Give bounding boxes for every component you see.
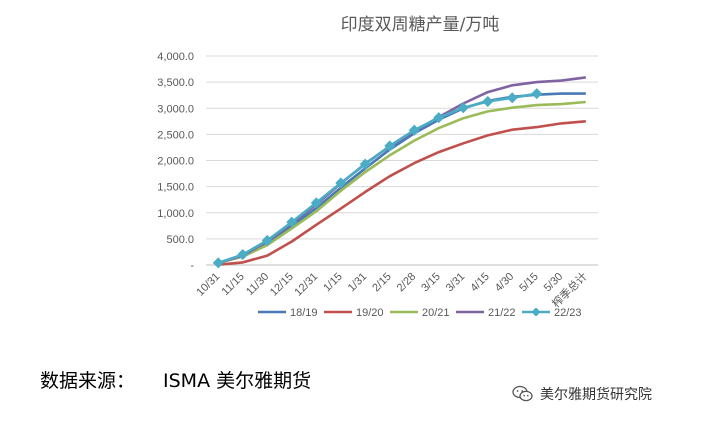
x-tick-label: 11/15 [219, 271, 246, 298]
data-point-22/23 [310, 197, 322, 209]
y-tick-label: 3,000.0 [157, 103, 194, 115]
data-source: 数据来源： ISMA 美尔雅期货 [40, 366, 311, 393]
data-point-22/23 [408, 124, 420, 136]
y-tick-label: 4,000.0 [157, 51, 194, 63]
legend-label: 22/23 [554, 307, 582, 319]
x-tick-label: 3/31 [444, 271, 468, 295]
legend-label: 21/22 [488, 307, 516, 319]
source-value: ISMA 美尔雅期货 [163, 370, 312, 392]
x-tick-label: 1/15 [321, 271, 345, 295]
x-tick-label: 2/15 [370, 271, 394, 295]
wechat-icon [512, 385, 533, 402]
data-point-22/23 [482, 95, 494, 107]
chart-title: 印度双周糖产量/万吨 [341, 15, 500, 35]
legend-label: 18/19 [290, 307, 318, 319]
y-tick-label: 3,500.0 [157, 77, 194, 89]
x-tick-label: 4/30 [493, 271, 517, 295]
data-point-22/23 [384, 140, 396, 152]
x-tick-label: 12/31 [292, 271, 320, 299]
chart-svg: 印度双周糖产量/万吨 - 500.0 1,000.0 1,500.0 2,000.0 2,5… [157, 15, 598, 319]
chart: 印度双周糖产量/万吨 - 500.0 1,000.0 1,500.0 2,000.0 2,5… [157, 15, 598, 319]
data-point-22/23 [335, 177, 347, 189]
data-point-22/23 [237, 249, 249, 261]
y-tick-label: 1,000.0 [157, 208, 194, 220]
data-point-22/23 [506, 92, 518, 104]
x-tick-label: 1/31 [346, 271, 370, 295]
legend-marker-22/23 [531, 307, 541, 317]
x-tick-label: 12/15 [268, 271, 296, 299]
x-tick-label: 4/15 [468, 271, 492, 295]
data-point-22/23 [261, 234, 273, 246]
x-tick-label: 5/15 [517, 271, 541, 295]
y-tick-label: - [190, 260, 194, 272]
x-tick-label: 10/31 [194, 271, 222, 299]
data-point-22/23 [286, 216, 298, 228]
data-point-22/23 [457, 102, 469, 114]
y-tick-label: 1,500.0 [157, 182, 194, 194]
legend-label: 20/21 [422, 307, 450, 319]
x-tick-label: 3/15 [419, 271, 443, 295]
y-tick-label: 2,000.0 [157, 156, 194, 168]
data-point-22/23 [531, 88, 543, 100]
series-line-19/20 [218, 120, 586, 266]
source-label: 数据来源： [40, 370, 136, 392]
watermark-text: 美尔雅期货研究院 [540, 387, 652, 403]
data-point-22/23 [433, 112, 445, 124]
data-point-22/23 [212, 257, 224, 269]
watermark: 美尔雅期货研究院 [512, 384, 652, 404]
y-tick-label: 500.0 [166, 234, 194, 246]
x-tick-label: 2/28 [395, 271, 419, 295]
data-point-22/23 [359, 158, 371, 170]
x-tick-label: 11/30 [244, 271, 271, 298]
legend-label: 19/20 [356, 307, 384, 319]
y-tick-label: 2,500.0 [157, 129, 194, 141]
series-line-20/21 [217, 100, 586, 265]
